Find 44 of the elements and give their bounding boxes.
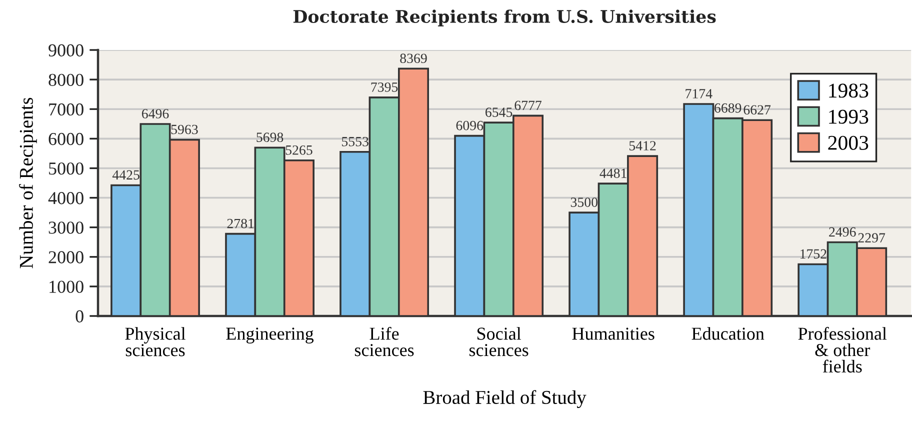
data-label: 2781 bbox=[227, 218, 254, 228]
data-label: 6496 bbox=[142, 109, 169, 118]
y-tick-label: 7000 bbox=[49, 103, 84, 116]
y-tick-label: 5000 bbox=[49, 162, 84, 175]
y-axis-title: Number of Recipients bbox=[19, 98, 37, 268]
chart-title: Doctorate Recipients from U.S. Universities bbox=[293, 10, 716, 26]
y-tick-label: 9000 bbox=[48, 44, 84, 56]
data-label: 7174 bbox=[686, 89, 712, 98]
y-tick-label: 3000 bbox=[48, 222, 84, 234]
x-tick-label: Professional & other fields bbox=[798, 326, 887, 373]
data-label: 1752 bbox=[800, 249, 826, 259]
legend-label: 1983 bbox=[829, 84, 868, 98]
data-label: 6777 bbox=[514, 100, 542, 110]
data-label: 8369 bbox=[400, 54, 427, 64]
y-tick-label: 4000 bbox=[48, 192, 84, 204]
data-label: 2297 bbox=[858, 233, 886, 243]
data-label: 5963 bbox=[171, 124, 198, 134]
data-label: 5265 bbox=[286, 145, 312, 155]
data-label: 6689 bbox=[714, 103, 742, 113]
data-label: 5698 bbox=[256, 132, 284, 142]
data-label: 4481 bbox=[600, 168, 626, 178]
x-tick-label: Life sciences bbox=[354, 326, 414, 356]
x-axis-title: Broad Field of Study bbox=[423, 390, 586, 408]
y-tick-label: 6000 bbox=[48, 132, 84, 146]
data-label: 5412 bbox=[629, 141, 656, 150]
data-label: 3500 bbox=[570, 198, 598, 207]
y-tick-label: 0 bbox=[76, 310, 84, 322]
data-label: 4425 bbox=[112, 170, 140, 180]
data-label: 6545 bbox=[486, 108, 512, 117]
data-label: 2496 bbox=[829, 227, 856, 237]
x-tick-label: Engineering bbox=[226, 328, 314, 344]
x-tick-label: Humanities bbox=[572, 328, 654, 340]
x-tick-label: Social sciences bbox=[469, 327, 528, 356]
legend-label: 2003 bbox=[828, 136, 868, 150]
y-tick-label: 8000 bbox=[48, 74, 84, 86]
data-label: 6096 bbox=[456, 120, 484, 130]
x-tick-label: Physical sciences bbox=[125, 327, 186, 356]
legend-label: 1993 bbox=[829, 110, 868, 124]
x-tick-label: Education bbox=[692, 327, 764, 340]
y-tick-label: 1000 bbox=[50, 280, 84, 293]
data-label: 7395 bbox=[371, 82, 398, 92]
y-tick-label: 2000 bbox=[48, 251, 84, 264]
data-label: 6627 bbox=[744, 105, 771, 115]
data-label: 5553 bbox=[342, 136, 368, 146]
